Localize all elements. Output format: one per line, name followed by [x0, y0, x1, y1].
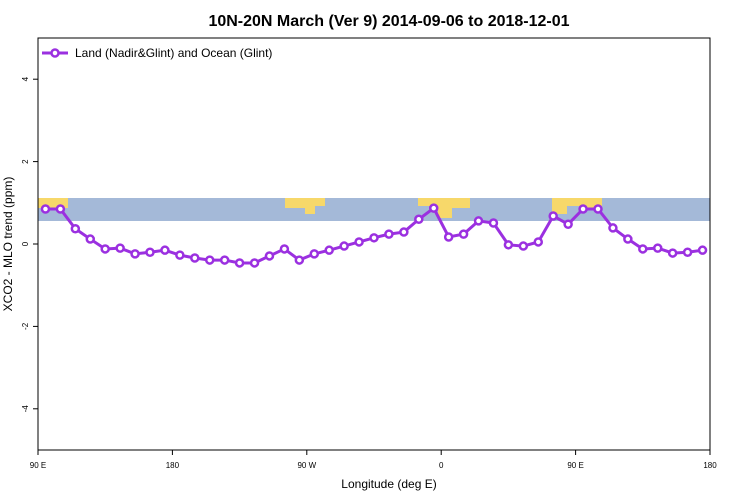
point — [130, 249, 140, 259]
chart-title: 10N-20N March (Ver 9) 2014-09-06 to 2018… — [208, 13, 569, 30]
point — [638, 244, 648, 254]
y-tick-label: 0 — [21, 241, 30, 246]
y-tick-label: 4 — [21, 76, 30, 81]
point — [85, 234, 96, 244]
point — [204, 255, 215, 265]
point — [249, 258, 260, 268]
plot-frame — [37, 37, 711, 451]
y-tick-label: -2 — [21, 322, 30, 330]
x-tick-label: 180 — [703, 461, 717, 470]
point — [100, 244, 110, 254]
x-tick-label: 90 E — [567, 461, 583, 470]
x-tick-label: 0 — [439, 461, 444, 470]
point — [458, 229, 469, 239]
point — [145, 247, 155, 257]
point — [175, 250, 185, 260]
legend-label: Land (Nadir&Glint) and Ocean (Glint) — [75, 46, 272, 60]
y-tick-label: 2 — [21, 159, 30, 164]
point — [443, 232, 454, 242]
x-tick-label: 90 W — [297, 461, 316, 470]
point — [294, 255, 305, 265]
point — [414, 214, 424, 225]
point — [40, 204, 51, 214]
point — [652, 243, 663, 253]
point — [234, 258, 245, 268]
point — [578, 204, 588, 214]
point — [160, 245, 170, 255]
x-axis-label: Longitude (deg E) — [341, 477, 436, 491]
point — [324, 245, 334, 255]
y-tick-label: -4 — [21, 405, 30, 413]
point — [533, 237, 544, 247]
point — [593, 204, 603, 214]
point — [339, 241, 349, 251]
point — [279, 244, 290, 254]
point — [115, 243, 125, 253]
point — [399, 227, 409, 237]
x-tick-label: 180 — [166, 461, 180, 470]
map-band — [38, 198, 710, 221]
point — [623, 234, 633, 244]
point — [384, 229, 394, 239]
point — [55, 204, 66, 214]
point — [473, 216, 484, 226]
point — [264, 251, 275, 261]
y-axis-label: XCO2 - MLO trend (ppm) — [1, 177, 15, 312]
point — [518, 241, 529, 251]
point — [428, 203, 439, 213]
point — [608, 223, 618, 233]
point — [309, 249, 320, 259]
point — [563, 219, 573, 229]
point — [219, 255, 230, 265]
point — [667, 248, 678, 258]
x-tick-label: 90 E — [30, 461, 46, 470]
point — [354, 237, 364, 247]
point — [488, 218, 499, 228]
point — [682, 247, 693, 257]
point — [697, 245, 708, 255]
legend-marker — [50, 48, 60, 58]
point — [503, 240, 514, 250]
point — [548, 211, 558, 221]
point — [190, 253, 200, 263]
point — [369, 233, 379, 243]
point — [70, 224, 81, 234]
